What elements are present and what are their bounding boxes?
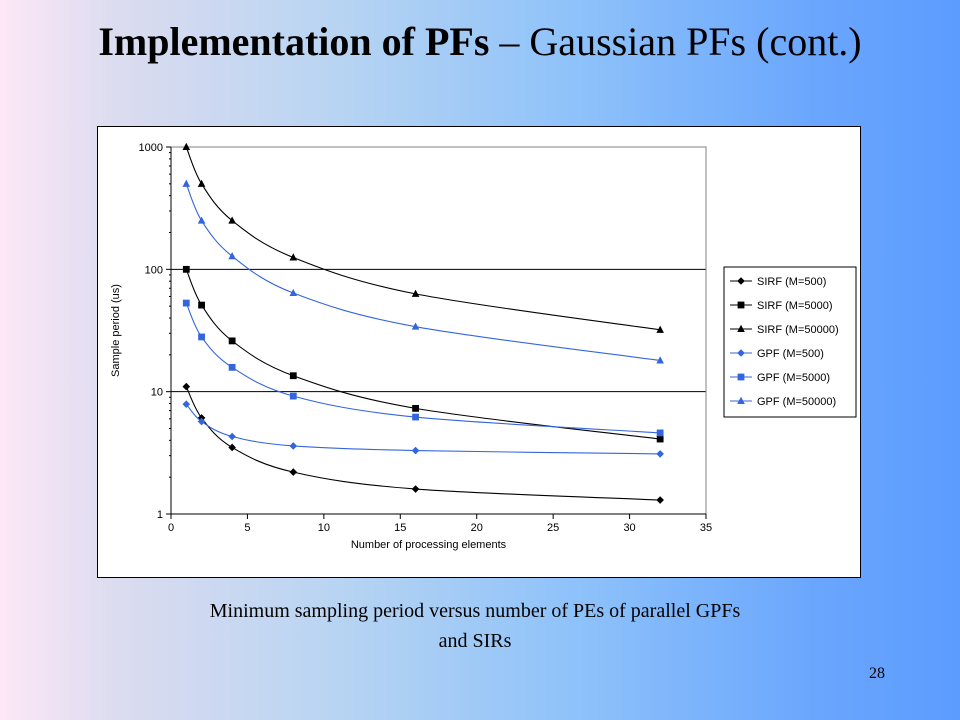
data-point [656, 429, 664, 437]
x-tick-label: 5 [244, 522, 250, 534]
legend-marker [737, 373, 745, 381]
data-point [411, 485, 420, 493]
data-point [656, 435, 664, 443]
legend-entry: GPF (M=500) [730, 348, 824, 360]
data-point [289, 468, 298, 476]
x-tick-label: 15 [394, 522, 406, 534]
slide-title-bold: Implementation of PFs [98, 19, 490, 64]
y-axis-label: Sample period (us) [110, 284, 122, 377]
legend-marker [737, 396, 745, 404]
caption-line-2: and SIRs [438, 630, 512, 652]
data-point [198, 301, 205, 309]
data-point [656, 450, 664, 458]
data-point [197, 216, 206, 224]
chart-container: 1 10 100 1000 0 5 10 15 20 25 30 35 Number of proce… [97, 126, 861, 578]
legend-label: SIRF (M=50000) [757, 324, 839, 336]
data-point [228, 252, 236, 260]
legend-marker [737, 277, 745, 285]
legend-label: SIRF (M=5000) [757, 300, 833, 312]
series-line [185, 386, 661, 501]
y-tick-label: 10 [151, 387, 163, 399]
legend-label: GPF (M=50000) [757, 396, 836, 408]
x-axis-label: Number of processing elements [351, 539, 507, 551]
data-point [198, 333, 205, 341]
x-tick-label: 25 [547, 522, 559, 534]
data-point [182, 265, 190, 273]
series-line [185, 146, 661, 331]
legend-entry: GPF (M=5000) [730, 372, 830, 384]
legend-entry: SIRF (M=5000) [730, 300, 833, 312]
caption-line-1: Minimum sampling period versus number of… [209, 600, 741, 622]
legend-label: GPF (M=5000) [757, 372, 830, 384]
legend-entry: SIRF (M=500) [730, 276, 826, 288]
series-1 [182, 265, 664, 443]
page-number: 28 [869, 665, 885, 682]
series-4 [182, 299, 664, 437]
legend-label: SIRF (M=500) [757, 276, 826, 288]
x-tick-label: 35 [700, 522, 712, 534]
legend-label: GPF (M=500) [757, 348, 824, 360]
y-tick-label: 100 [145, 264, 163, 276]
slide-title-rest: – Gaussian PFs (cont.) [489, 19, 862, 64]
legend-marker [737, 349, 745, 357]
data-point [228, 363, 236, 371]
series-5 [182, 179, 664, 364]
series-0 [182, 382, 664, 504]
data-point [656, 325, 664, 333]
data-point [411, 322, 420, 330]
x-tick-label: 10 [318, 522, 330, 534]
data-point [182, 299, 190, 307]
data-point [228, 432, 236, 441]
chart-legend: SIRF (M=500) SIRF (M=5000) SIRF (M=50000) G… [723, 266, 857, 418]
x-tick-label: 0 [168, 522, 174, 534]
slide-title: Implementation of PFs – Gaussian PFs (co… [0, 18, 960, 65]
data-point [289, 392, 297, 400]
chart-series [182, 142, 664, 504]
line-chart: 1 10 100 1000 0 5 10 15 20 25 30 35 Number of proce… [110, 142, 857, 551]
legend-entry: GPF (M=50000) [730, 396, 836, 408]
legend-entry: SIRF (M=50000) [730, 324, 839, 336]
y-tick-label: 1000 [139, 142, 163, 154]
series-line [185, 183, 661, 361]
series-2 [182, 142, 664, 333]
data-point [289, 372, 297, 380]
data-point [412, 404, 419, 412]
x-tick-label: 20 [471, 522, 483, 534]
data-point [228, 216, 236, 224]
chart-axes: 1 10 100 1000 0 5 10 15 20 25 30 35 [139, 142, 713, 534]
data-point [411, 446, 420, 455]
data-point [228, 443, 236, 452]
legend-marker [737, 301, 745, 309]
data-point [197, 179, 206, 187]
data-point [656, 496, 664, 504]
data-point [656, 356, 664, 364]
data-point [228, 337, 236, 345]
data-point [289, 442, 298, 450]
y-tick-label: 1 [157, 509, 163, 521]
series-line [185, 302, 661, 434]
data-point [411, 289, 420, 297]
data-point [289, 253, 298, 261]
legend-marker [737, 324, 745, 332]
figure-caption: Minimum sampling period versus number of… [100, 596, 850, 656]
legend-box [723, 266, 857, 418]
data-point [182, 179, 191, 187]
data-point [412, 413, 419, 421]
x-tick-label: 30 [623, 522, 635, 534]
data-point [289, 288, 298, 297]
chart-gridlines [171, 268, 706, 393]
data-point [182, 142, 191, 150]
data-point [182, 382, 191, 391]
